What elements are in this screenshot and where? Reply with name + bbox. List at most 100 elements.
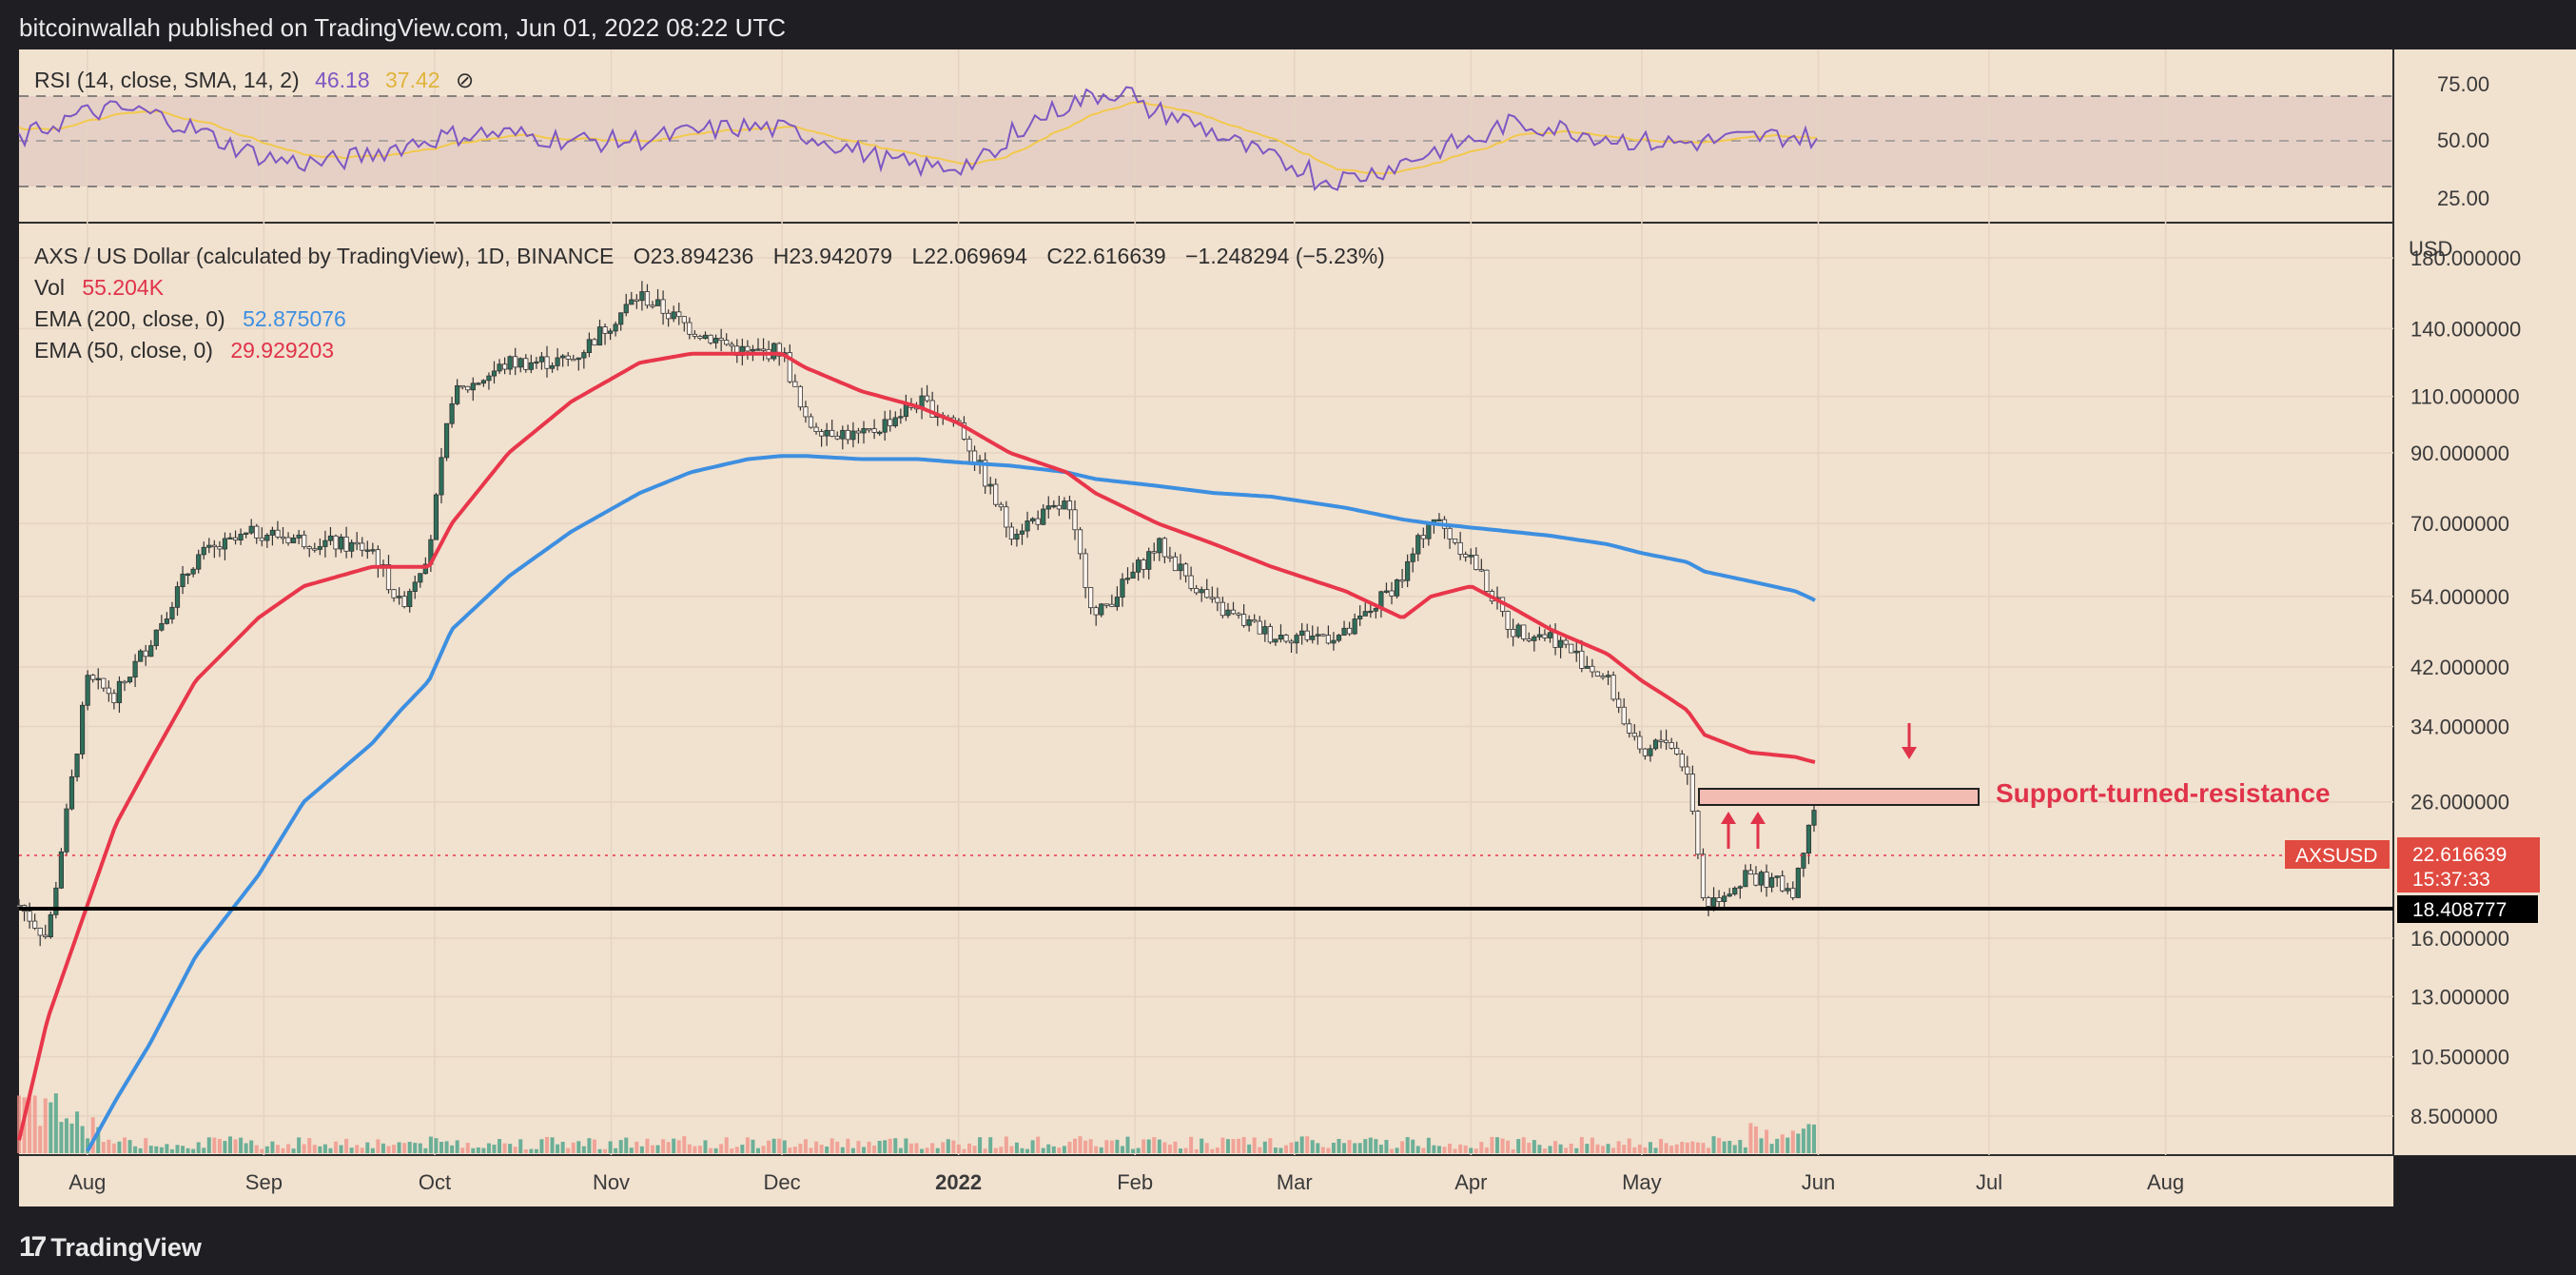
candle-body — [138, 650, 144, 662]
volume-bar — [846, 1138, 850, 1153]
candle-body — [1652, 739, 1659, 750]
candle-body — [1008, 526, 1014, 540]
candle-body — [1030, 518, 1036, 521]
candle-body — [1072, 509, 1078, 531]
volume-bar — [1189, 1136, 1194, 1153]
candle-body — [1199, 589, 1204, 594]
volume-bar — [956, 1144, 961, 1153]
candle-body — [523, 358, 529, 370]
volume-bar — [1590, 1137, 1594, 1153]
candle-body — [360, 542, 365, 551]
volume-bar — [713, 1148, 718, 1153]
candle-body — [555, 357, 560, 366]
volume-bar — [1790, 1130, 1795, 1153]
volume-bar — [1278, 1148, 1283, 1153]
candle-body — [549, 365, 556, 369]
candle-body — [1710, 897, 1717, 907]
time-axis[interactable] — [19, 1156, 2393, 1206]
volume-bar — [270, 1141, 275, 1153]
volume-bar — [1088, 1139, 1093, 1153]
candle-body — [1130, 571, 1136, 579]
volume-bar — [212, 1137, 217, 1153]
candle-body — [1041, 508, 1046, 525]
volume-bar — [318, 1146, 322, 1153]
volume-bar — [814, 1141, 819, 1153]
resistance-zone[interactable] — [1698, 788, 1980, 806]
volume-bar — [1252, 1137, 1257, 1153]
candle-body — [1685, 766, 1690, 775]
volume-bar — [96, 1127, 101, 1153]
candle-body — [861, 428, 867, 434]
candle-body — [1468, 555, 1473, 558]
volume-bar — [661, 1139, 666, 1153]
rsi-line — [18, 86, 1818, 191]
volume-bar — [697, 1146, 702, 1153]
volume-bar — [434, 1138, 439, 1153]
candle-body — [491, 370, 498, 377]
volume-bar — [788, 1148, 792, 1153]
volume-bar — [1659, 1139, 1664, 1153]
volume-bar — [1120, 1146, 1124, 1153]
month-labels: Aug Sep Oct Nov Dec 2022 Feb Mar Apr May Jun Jul Aug — [68, 1170, 2184, 1194]
volume-bar — [1432, 1145, 1436, 1153]
volume-bar — [1067, 1141, 1072, 1153]
volume-bar — [1215, 1147, 1220, 1153]
volume-bar — [639, 1146, 644, 1153]
candle-body — [264, 535, 270, 541]
volume-bar — [676, 1140, 681, 1153]
annotation-label: Support-turned-resistance — [1996, 778, 2331, 808]
volume-bar — [1707, 1148, 1710, 1153]
volume-bar — [1320, 1147, 1325, 1153]
grid — [19, 49, 2393, 1155]
candle-body — [476, 382, 481, 385]
volume-bar — [233, 1139, 238, 1153]
candle-body — [48, 913, 53, 938]
price-axis[interactable] — [2394, 49, 2576, 1155]
volume-bar — [1104, 1140, 1109, 1153]
volume-bar — [1378, 1145, 1383, 1153]
volume-bar — [888, 1138, 892, 1153]
price-tick-label: 180.000000 — [2410, 246, 2521, 270]
candle-body — [792, 381, 798, 387]
candle-body — [396, 596, 402, 598]
candle-body — [692, 333, 698, 337]
volume-bar — [1142, 1139, 1146, 1153]
candle-body — [1182, 563, 1189, 577]
candle-body — [702, 334, 709, 340]
tradingview-logo[interactable]: 17 TradingView — [19, 1231, 202, 1264]
volume-bar — [1606, 1144, 1610, 1153]
volume-bar — [967, 1143, 971, 1153]
volume-bar — [69, 1123, 74, 1153]
month-label: May — [1622, 1170, 1662, 1194]
volume-bar — [1353, 1143, 1357, 1153]
volume-bar — [1585, 1144, 1590, 1153]
candle-body — [650, 304, 655, 307]
candle-body — [634, 299, 639, 302]
candle-body — [1563, 639, 1569, 645]
candle-body — [1621, 706, 1627, 725]
candle-body — [808, 416, 814, 428]
candle-body — [354, 541, 360, 545]
candle-body — [1236, 613, 1241, 616]
volume-bar — [1131, 1148, 1136, 1153]
tradingview-logo-icon: 17 — [19, 1231, 47, 1263]
candle-body — [1758, 872, 1765, 886]
candle-body — [196, 554, 202, 570]
volume-bar — [260, 1148, 264, 1153]
volume-bar — [397, 1142, 401, 1153]
volume-bar — [545, 1136, 549, 1153]
volume-bar — [513, 1147, 517, 1153]
volume-bar — [1595, 1144, 1600, 1153]
volume-bar — [249, 1140, 254, 1153]
candle-body — [1573, 650, 1579, 654]
candle-body — [1262, 626, 1268, 635]
low-value: L22.069694 — [911, 244, 1027, 268]
volume-bar — [983, 1148, 987, 1153]
candle-body — [391, 589, 397, 598]
candle-body — [1215, 597, 1220, 603]
volume-bar — [1690, 1141, 1695, 1153]
volume-bar — [1167, 1144, 1172, 1153]
volume-bar — [275, 1145, 280, 1153]
candle-body — [517, 358, 523, 368]
